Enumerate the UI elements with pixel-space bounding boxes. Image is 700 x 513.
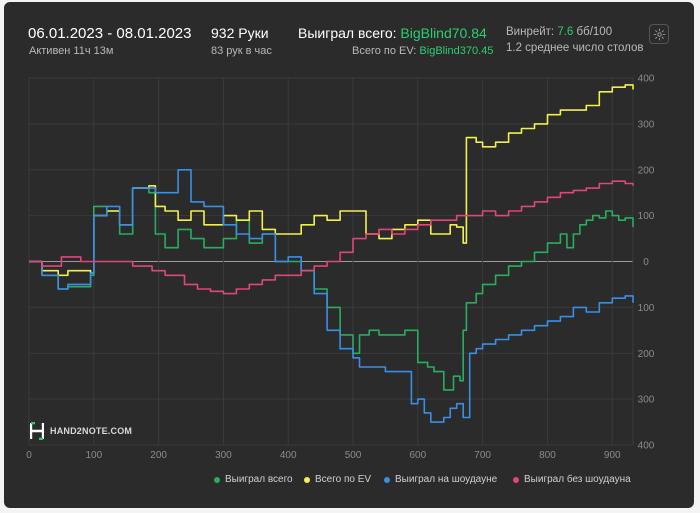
legend-dot <box>384 476 390 483</box>
date-range: 06.01.2023 - 08.01.2023 <box>28 25 192 42</box>
y-tick-label: 100 <box>638 211 655 222</box>
y-tick-label: 200 <box>638 165 655 176</box>
graph-panel <box>4 2 694 508</box>
x-tick-label: 200 <box>150 450 167 461</box>
hands-count: 932 Руки <box>211 25 269 41</box>
x-tick-label: 400 <box>280 450 297 461</box>
winrate: Винрейт: 7.6 бб/100 <box>506 26 612 38</box>
legend-item[interactable]: Выиграл всего <box>214 474 293 485</box>
hands-per-hour: 83 рук в час <box>211 45 272 57</box>
y-tick-label: 300 <box>638 119 655 130</box>
chart-grid <box>28 77 634 446</box>
y-tick-label: 0 <box>643 257 649 268</box>
legend-item[interactable]: Выиграл на шоудауне <box>384 474 497 485</box>
legend-dot <box>513 476 519 483</box>
y-tick-label: 400 <box>638 441 655 452</box>
series-line-выиграл-всего <box>29 187 634 391</box>
y-axis-labels: 400 300 200 100 0 100 200 300 400 <box>638 74 655 452</box>
series-line-выиграл-на-шоудауне <box>29 169 634 423</box>
y-tick-label: 100 <box>638 303 655 314</box>
series-line-выиграл-без-шоудауна <box>29 180 634 295</box>
gear-icon <box>653 28 665 40</box>
x-tick-label: 600 <box>409 450 426 461</box>
settings-button[interactable] <box>649 24 669 44</box>
x-tick-label: 100 <box>85 450 102 461</box>
legend-label: Выиграл всего <box>225 474 293 485</box>
won-total: Выиграл всего: BigBlind70.84 <box>298 25 487 41</box>
legend-dot <box>214 476 220 483</box>
x-tick-label: 700 <box>474 450 491 461</box>
x-tick-label: 900 <box>604 450 621 461</box>
logo-text: HAND2NOTE.COM <box>50 426 133 436</box>
won-total-value: BigBlind70.84 <box>400 25 487 41</box>
winrate-label: Винрейт: <box>506 26 555 38</box>
legend-item[interactable]: Всего по EV <box>304 474 371 485</box>
chart-series <box>29 84 634 423</box>
y-tick-label: 300 <box>638 395 655 406</box>
x-tick-label: 500 <box>345 450 362 461</box>
avg-tables: 1.2 среднее число столов <box>506 42 644 54</box>
legend-item[interactable]: Выиграл без шоудауна <box>513 474 631 485</box>
winrate-unit: бб/100 <box>576 26 613 38</box>
winrate-value: 7.6 <box>557 26 574 38</box>
ev-value: BigBlind370.45 <box>419 45 494 57</box>
hand2note-logo-icon <box>30 422 44 440</box>
legend-label: Всего по EV <box>315 474 372 485</box>
legend-dot <box>304 476 310 483</box>
won-total-label: Выиграл всего: <box>298 25 397 41</box>
x-tick-label: 800 <box>539 450 556 461</box>
x-axis-labels: 0 100 200 300 400 500 600 700 800 900 <box>26 450 621 461</box>
hand2note-logo: HAND2NOTE.COM <box>30 422 132 440</box>
x-tick-label: 300 <box>215 450 232 461</box>
x-tick-label: 0 <box>26 450 32 461</box>
y-tick-label: 400 <box>638 74 655 85</box>
legend-label: Выиграл без шоудауна <box>524 474 631 485</box>
series-line-всего-по-ev <box>29 84 634 277</box>
ev-total: Всего по EV: BigBlind370.45 <box>352 45 493 57</box>
active-time: Активен 11ч 13м <box>29 45 114 57</box>
y-tick-label: 200 <box>638 349 655 360</box>
legend-label: Выиграл на шоудауне <box>395 474 498 485</box>
ev-label: Всего по EV: <box>352 45 417 57</box>
